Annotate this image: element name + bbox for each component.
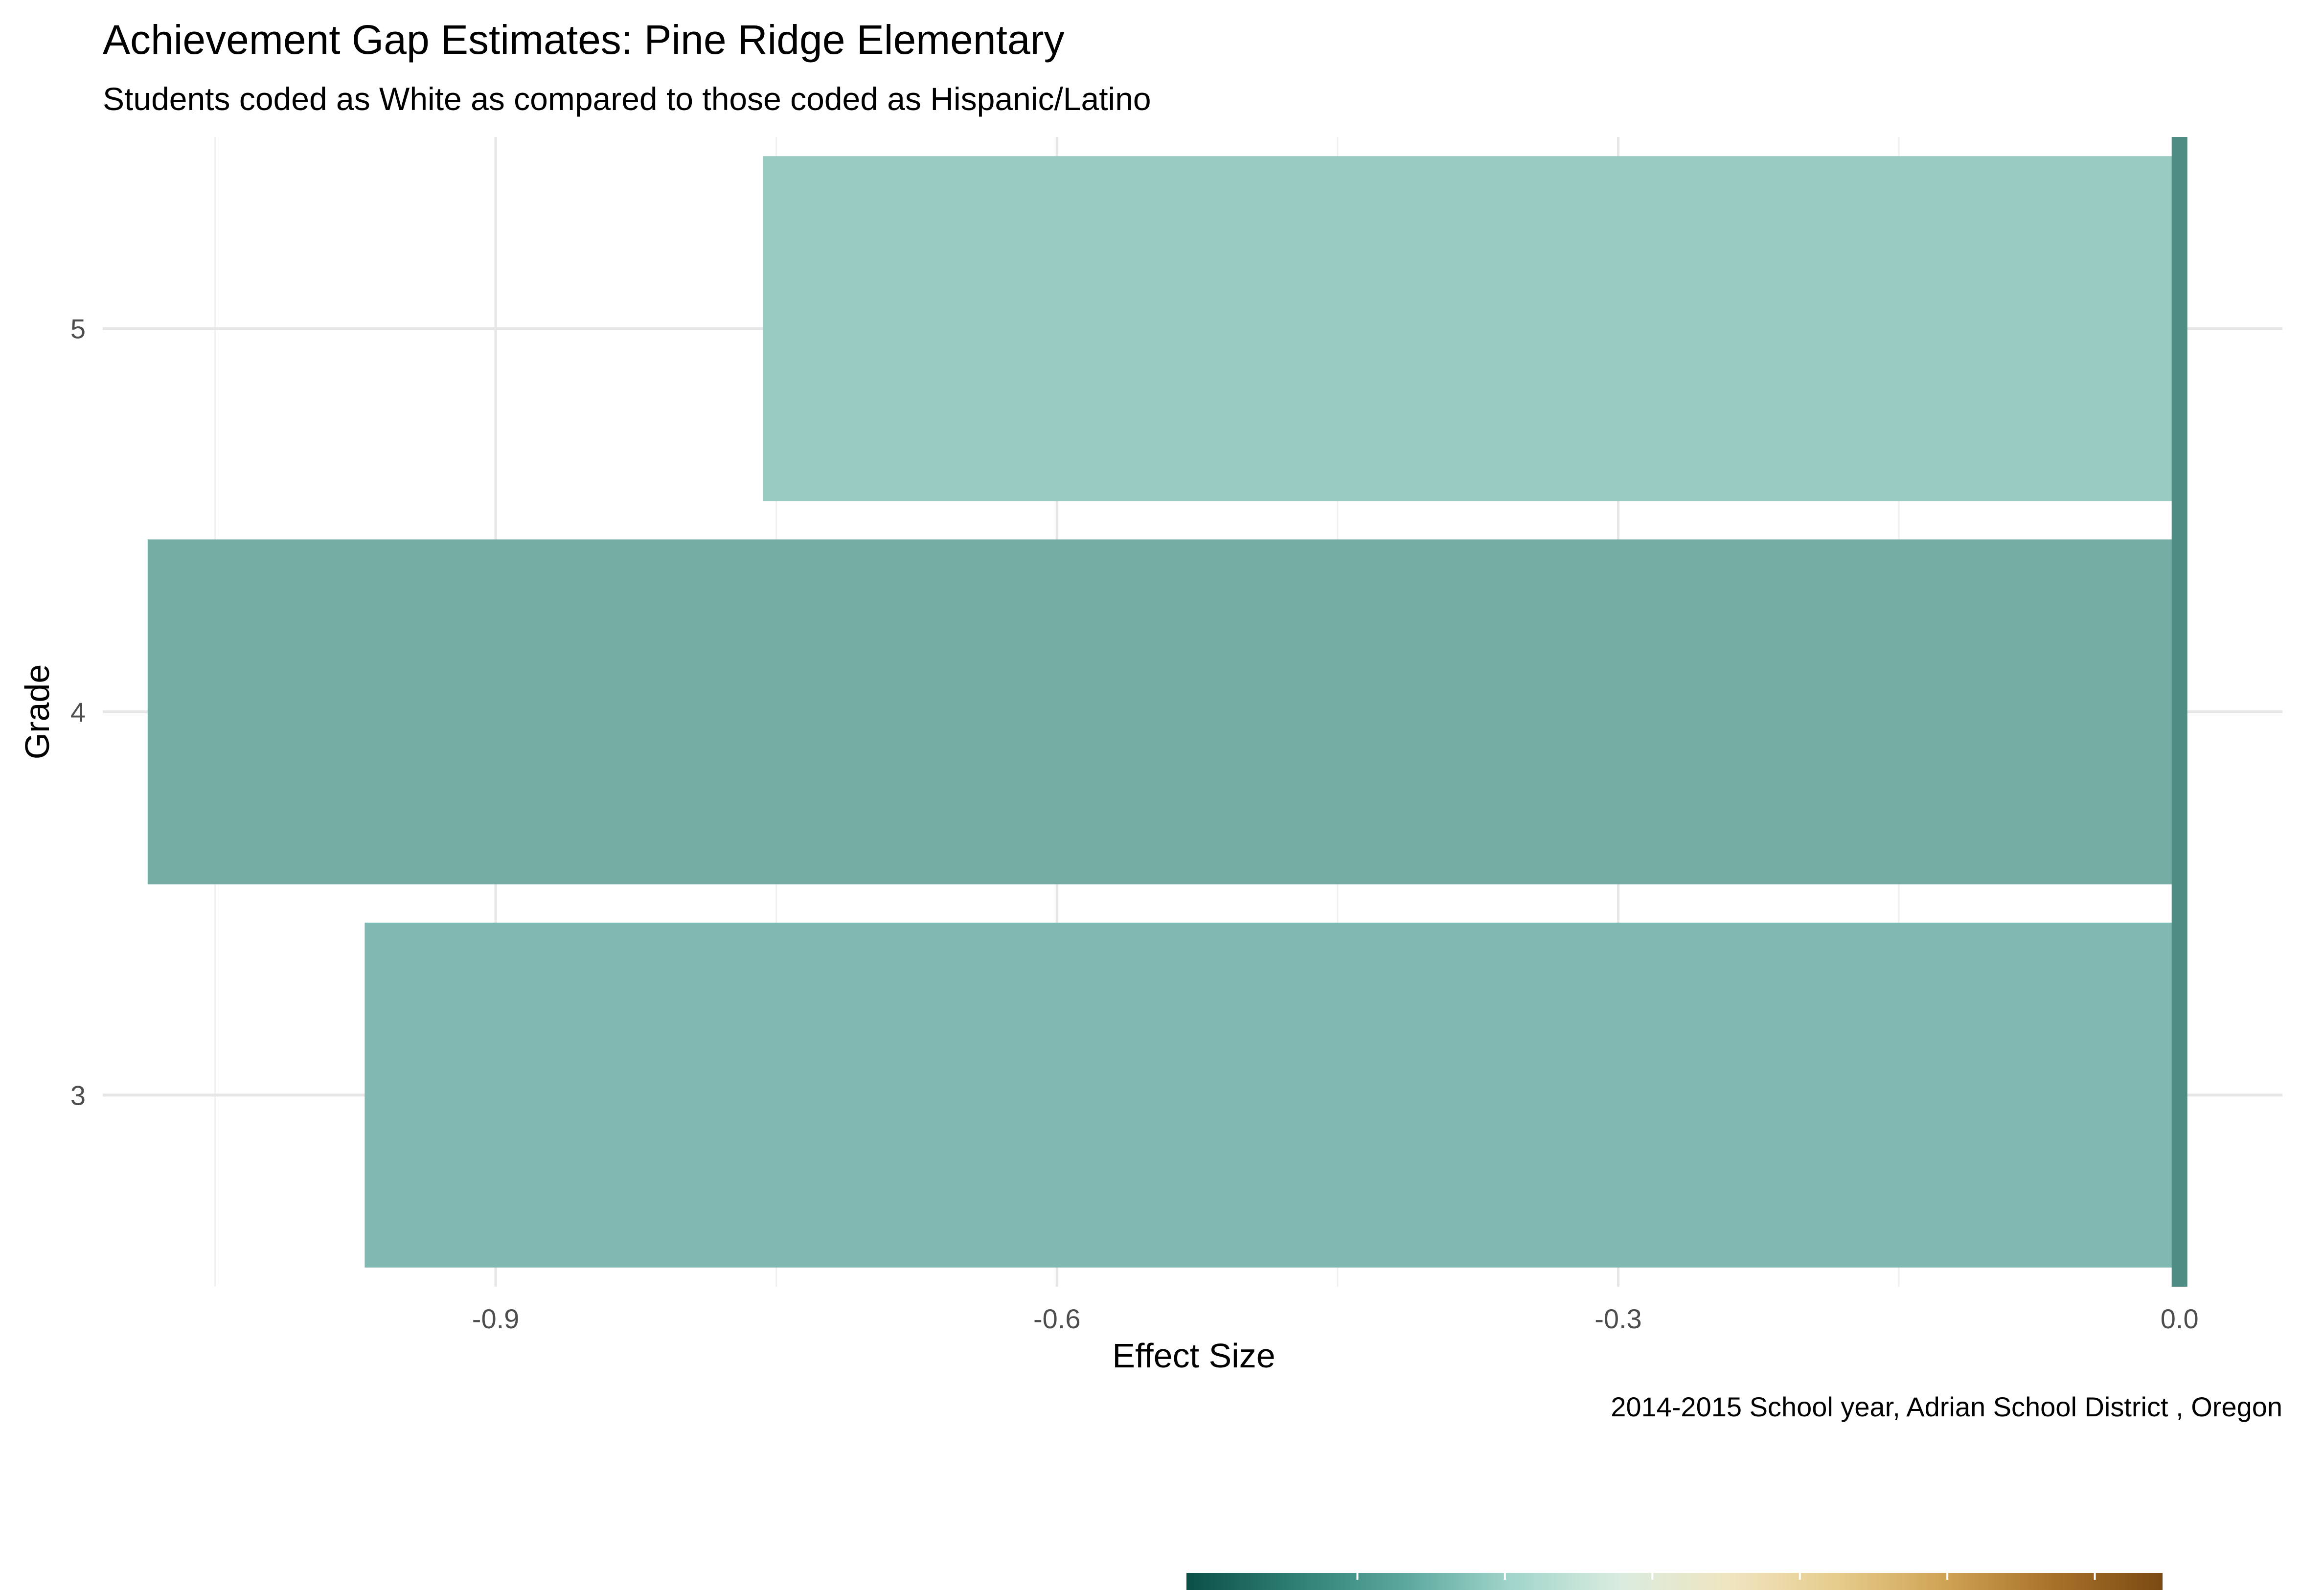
x-axis-label: Effect Size — [1112, 1337, 1275, 1375]
y-tick-label-3: 3 — [70, 1080, 86, 1111]
reference-line-group — [2171, 137, 2187, 1287]
bar-grade-4 — [147, 539, 2180, 885]
y-tick-labels: 3 4 5 — [70, 314, 86, 1111]
x-tick-label: 0.0 — [2161, 1303, 2199, 1334]
x-tick-label: -0.9 — [472, 1303, 520, 1334]
zero-reference-line — [2171, 137, 2187, 1287]
x-tick-label: -0.3 — [1595, 1303, 1642, 1334]
y-tick-label-5: 5 — [70, 314, 86, 344]
y-tick-label-4: 4 — [70, 697, 86, 727]
chart-title: Achievement Gap Estimates: Pine Ridge El… — [103, 17, 1065, 63]
bars — [147, 156, 2180, 1268]
color-legend — [1186, 1573, 2163, 1590]
legend-color-bar — [1186, 1573, 2163, 1590]
bar-grade-3 — [365, 922, 2180, 1268]
chart-caption: 2014-2015 School year, Adrian School Dis… — [1611, 1391, 2282, 1422]
chart-subtitle: Students coded as White as compared to t… — [103, 81, 1151, 117]
bar-grade-5 — [763, 156, 2180, 501]
x-tick-labels: -0.9 -0.6 -0.3 0.0 — [472, 1303, 2199, 1334]
y-axis-label: Grade — [18, 664, 56, 760]
x-tick-label: -0.6 — [1033, 1303, 1081, 1334]
